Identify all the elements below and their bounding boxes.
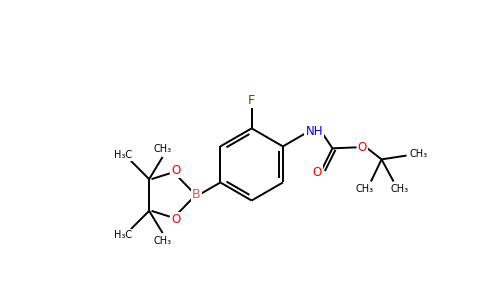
Text: O: O — [171, 164, 180, 177]
Text: H₃C: H₃C — [114, 150, 132, 160]
Text: NH: NH — [305, 125, 323, 139]
Text: O: O — [313, 166, 322, 179]
Text: B: B — [192, 188, 200, 202]
Text: CH₃: CH₃ — [409, 149, 427, 159]
Text: CH₃: CH₃ — [153, 144, 172, 154]
Text: CH₃: CH₃ — [153, 236, 172, 246]
Text: H₃C: H₃C — [114, 230, 132, 240]
Text: CH₃: CH₃ — [356, 184, 374, 194]
Text: CH₃: CH₃ — [391, 184, 409, 194]
Text: O: O — [358, 141, 367, 154]
Text: F: F — [248, 94, 255, 107]
Text: O: O — [171, 213, 180, 226]
